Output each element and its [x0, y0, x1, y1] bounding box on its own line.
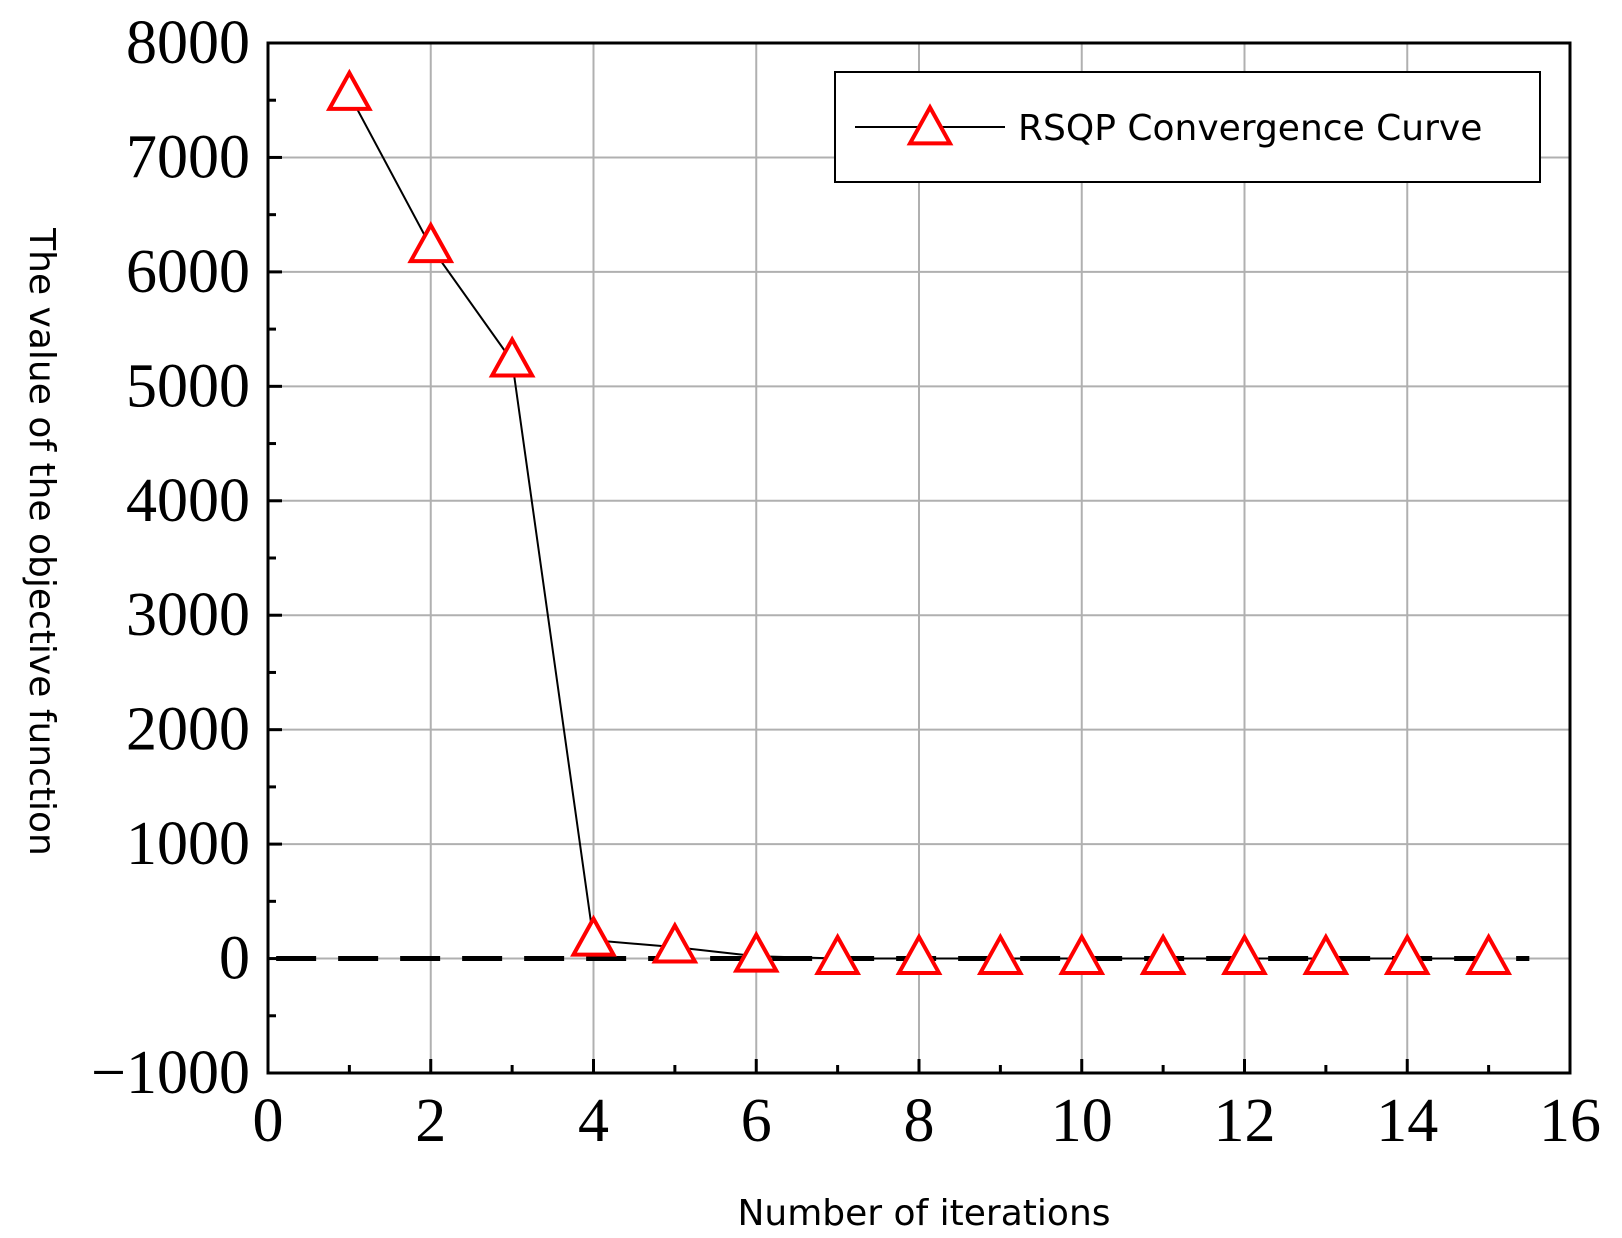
y-tick-labels: −1000 0 1000 2000 3000 4000 5000 6000 7000 8000 — [91, 9, 250, 1107]
data-point-triangle — [895, 932, 943, 975]
grid-lines — [268, 43, 1570, 1073]
y-axis-title: The value of the objective function — [21, 227, 62, 856]
data-point-triangle — [1383, 932, 1431, 975]
x-tick-label: 4 — [578, 1087, 609, 1155]
x-tick-label: 10 — [1051, 1087, 1113, 1155]
x-tick-label: 2 — [415, 1087, 446, 1155]
y-tick-label: 6000 — [126, 238, 250, 306]
y-tick-label: 7000 — [126, 123, 250, 191]
data-point-triangle — [732, 930, 780, 973]
x-tick-labels: 0 2 4 6 8 10 12 14 16 — [253, 1087, 1602, 1155]
data-point-triangle — [325, 68, 373, 111]
data-point-triangle — [407, 220, 455, 264]
data-point-triangle — [1302, 932, 1350, 975]
legend-marker-triangle-icon — [906, 103, 954, 146]
x-tick-label: 14 — [1376, 1087, 1438, 1155]
data-point-triangle — [1465, 932, 1513, 975]
axis-ticks — [266, 41, 1572, 1075]
data-point-triangle — [1139, 932, 1187, 975]
x-tick-label: 0 — [253, 1087, 284, 1155]
y-tick-label: 2000 — [126, 696, 250, 764]
y-tick-label: 1000 — [126, 810, 250, 878]
x-axis-title: Number of iterations — [737, 1193, 1110, 1234]
x-tick-label: 12 — [1214, 1087, 1276, 1155]
y-tick-label: 8000 — [126, 9, 250, 77]
series-markers — [325, 68, 1513, 975]
y-tick-label: 5000 — [126, 352, 250, 420]
y-tick-label: −1000 — [91, 1039, 250, 1107]
data-point-triangle — [488, 335, 536, 378]
x-tick-label: 8 — [904, 1087, 935, 1155]
x-tick-label: 16 — [1539, 1087, 1601, 1155]
x-tick-label: 6 — [741, 1087, 772, 1155]
data-point-triangle — [651, 921, 699, 964]
y-tick-label: 3000 — [126, 581, 250, 649]
data-point-triangle — [1058, 932, 1106, 975]
data-point-triangle — [976, 932, 1024, 975]
y-tick-label: 0 — [219, 925, 250, 993]
legend-label: RSQP Convergence Curve — [1018, 108, 1482, 149]
data-point-triangle — [1221, 932, 1268, 975]
y-tick-label: 4000 — [126, 467, 250, 535]
legend: RSQP Convergence Curve — [834, 71, 1541, 183]
data-point-triangle — [570, 914, 617, 957]
data-point-triangle — [814, 932, 862, 975]
